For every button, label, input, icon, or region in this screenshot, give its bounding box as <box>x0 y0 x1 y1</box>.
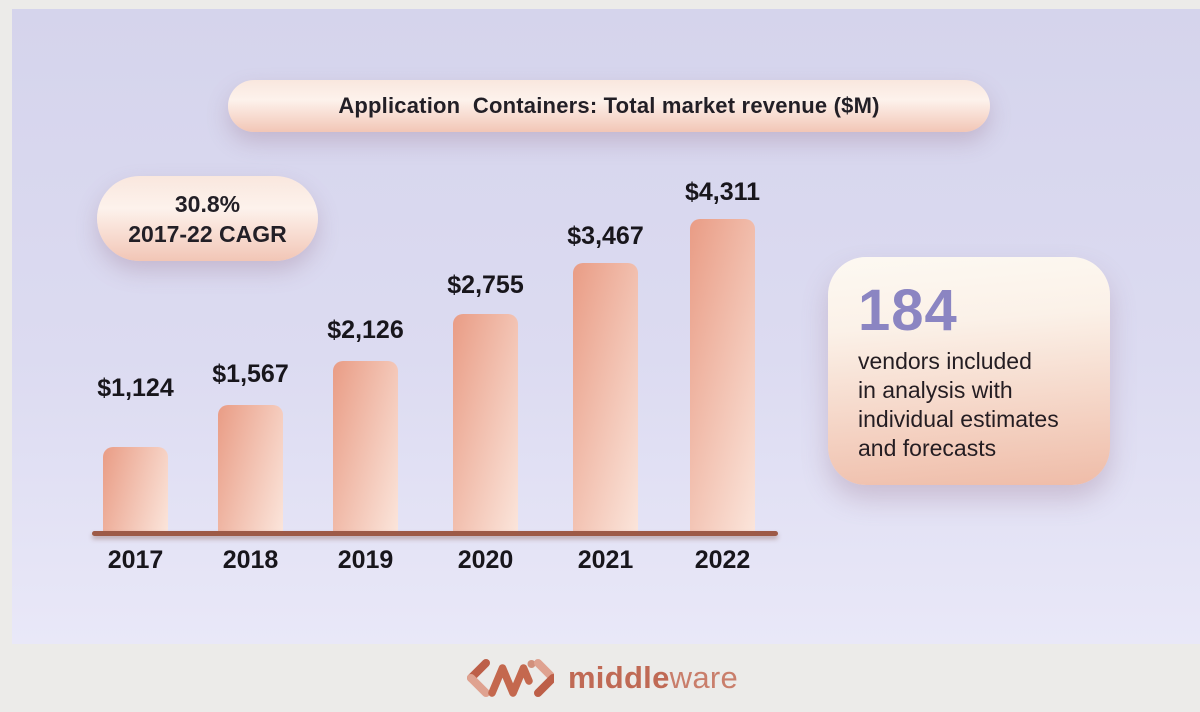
year-label-2018: 2018 <box>222 546 279 574</box>
cagr-badge: 30.8% 2017-22 CAGR <box>97 176 318 261</box>
vendors-description: vendors included in analysis with indivi… <box>858 347 1080 463</box>
brand-wordmark: middle ware <box>568 660 738 696</box>
vendors-description-line: individual estimates <box>858 406 1059 432</box>
brand-wordmark-light: ware <box>669 660 739 695</box>
footer-brand-bar: middle ware <box>0 644 1200 712</box>
cagr-percentage: 30.8% <box>174 190 241 217</box>
vendors-description-line: in analysis with <box>858 377 1013 403</box>
brand-wordmark-bold: middle <box>567 660 670 695</box>
vendors-description-line: vendors included <box>858 348 1032 374</box>
vendors-summary-card: 184 vendors included in analysis with in… <box>828 257 1110 485</box>
value-label-2021: $3,467 <box>567 222 644 250</box>
bar-2018 <box>218 405 283 532</box>
middleware-logo-icon <box>466 659 554 697</box>
bar-2022 <box>690 219 755 532</box>
x-axis-line <box>92 531 778 536</box>
vendors-count: 184 <box>858 278 958 343</box>
chart-title-pill: Application Containers: Total market rev… <box>228 80 990 132</box>
value-label-2018: $1,567 <box>212 360 289 388</box>
value-label-2022: $4,311 <box>684 178 761 206</box>
year-label-2021: 2021 <box>577 546 634 574</box>
year-label-2019: 2019 <box>337 546 394 574</box>
value-label-2019: $2,126 <box>327 316 404 344</box>
year-label-2017: 2017 <box>107 546 164 574</box>
vendors-description-line: and forecasts <box>858 435 997 461</box>
year-label-2022: 2022 <box>694 546 751 574</box>
chart-title: Application Containers: Total market rev… <box>338 93 880 118</box>
cagr-period-label: 2017-22 CAGR <box>128 220 287 247</box>
bar-2020 <box>453 314 518 532</box>
year-label-2020: 2020 <box>457 546 514 574</box>
bar-2019 <box>333 361 398 532</box>
bar-2017 <box>103 447 168 532</box>
bar-2021 <box>573 263 638 532</box>
value-label-2020: $2,755 <box>447 271 524 299</box>
value-label-2017: $1,124 <box>97 374 174 402</box>
